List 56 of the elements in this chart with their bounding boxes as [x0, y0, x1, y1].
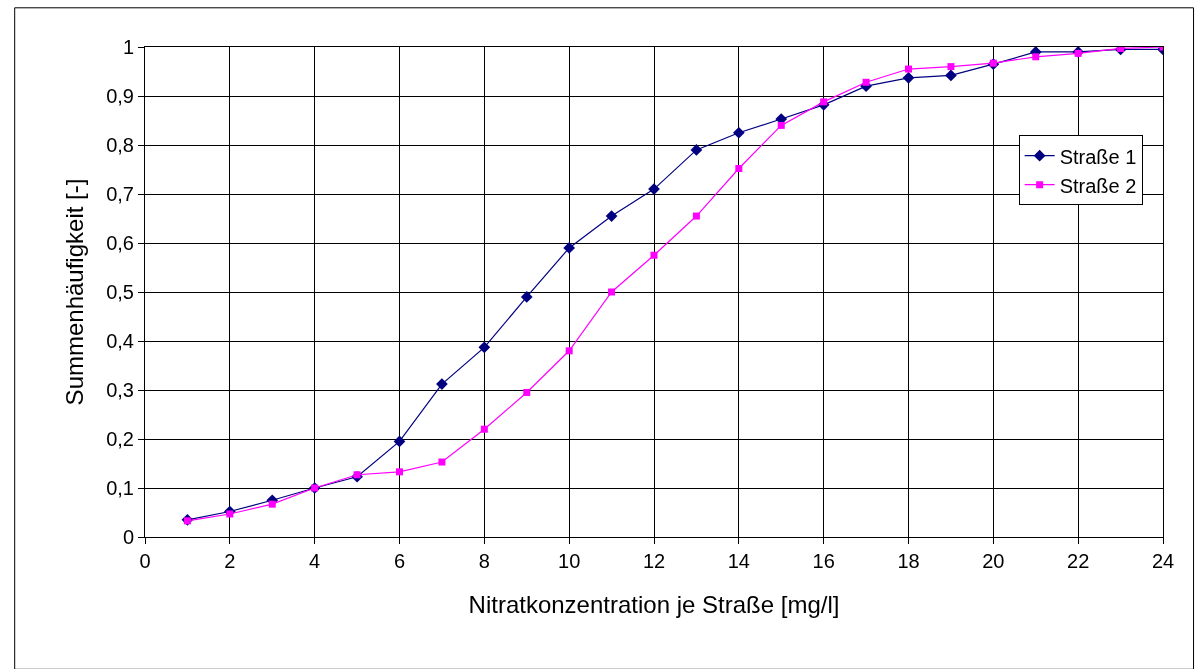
point: [226, 510, 234, 518]
point: [478, 341, 491, 354]
x-tick-label: 10: [558, 550, 581, 572]
point: [353, 471, 361, 479]
point: [905, 65, 912, 73]
point: [436, 378, 448, 390]
point: [438, 458, 446, 466]
y-tick-label: 0,9: [106, 85, 134, 107]
point: [523, 388, 531, 396]
point: [902, 72, 915, 84]
point: [692, 212, 700, 220]
point: [862, 78, 870, 86]
point: [480, 425, 488, 433]
x-axis-title: Nitratkonzentration je Straße [mg/l]: [468, 591, 840, 619]
y-tick-label: 0,6: [106, 232, 134, 254]
point: [945, 69, 957, 82]
point: [777, 121, 785, 129]
point: [393, 435, 406, 448]
y-tick-label: 0,7: [106, 183, 134, 205]
point: [565, 347, 573, 355]
x-tick-label: 20: [982, 550, 1005, 572]
x-tick-label: 2: [224, 550, 236, 572]
legend-label: Straße 2: [1059, 174, 1137, 197]
x-tick-label: 8: [478, 550, 490, 572]
point: [608, 288, 616, 296]
point: [605, 210, 618, 222]
point: [690, 144, 703, 156]
x-tick-label: 0: [139, 550, 151, 572]
point: [820, 98, 828, 106]
point: [732, 126, 745, 139]
y-tick-label: 0,3: [106, 379, 134, 401]
y-axis-title: Summenhäufigkeit [-]: [61, 178, 89, 406]
point: [1032, 53, 1040, 61]
legend-label: Straße 1: [1059, 145, 1137, 168]
y-tick-label: 1: [122, 36, 134, 58]
point: [947, 63, 955, 71]
point: [268, 500, 276, 508]
point: [563, 242, 576, 254]
y-tick-label: 0,5: [106, 281, 134, 303]
x-tick-label: 22: [1067, 550, 1090, 572]
x-tick-label: 14: [727, 550, 750, 572]
x-tick-label: 16: [812, 550, 835, 572]
y-tick-label: 0,1: [106, 477, 134, 499]
point: [650, 251, 658, 259]
x-tick-label: 18: [897, 550, 920, 572]
x-tick-label: 4: [309, 550, 321, 572]
x-tick-label: 6: [393, 550, 406, 572]
y-tick-label: 0,4: [106, 330, 134, 352]
point: [396, 468, 403, 476]
y-tick-label: 0: [122, 526, 134, 548]
point: [520, 291, 533, 303]
y-tick-label: 0,2: [106, 428, 134, 450]
x-tick-label: 24: [1151, 550, 1175, 572]
y-tick-label: 0,8: [106, 134, 134, 156]
point: [735, 165, 743, 173]
x-tick-label: 12: [642, 550, 666, 572]
